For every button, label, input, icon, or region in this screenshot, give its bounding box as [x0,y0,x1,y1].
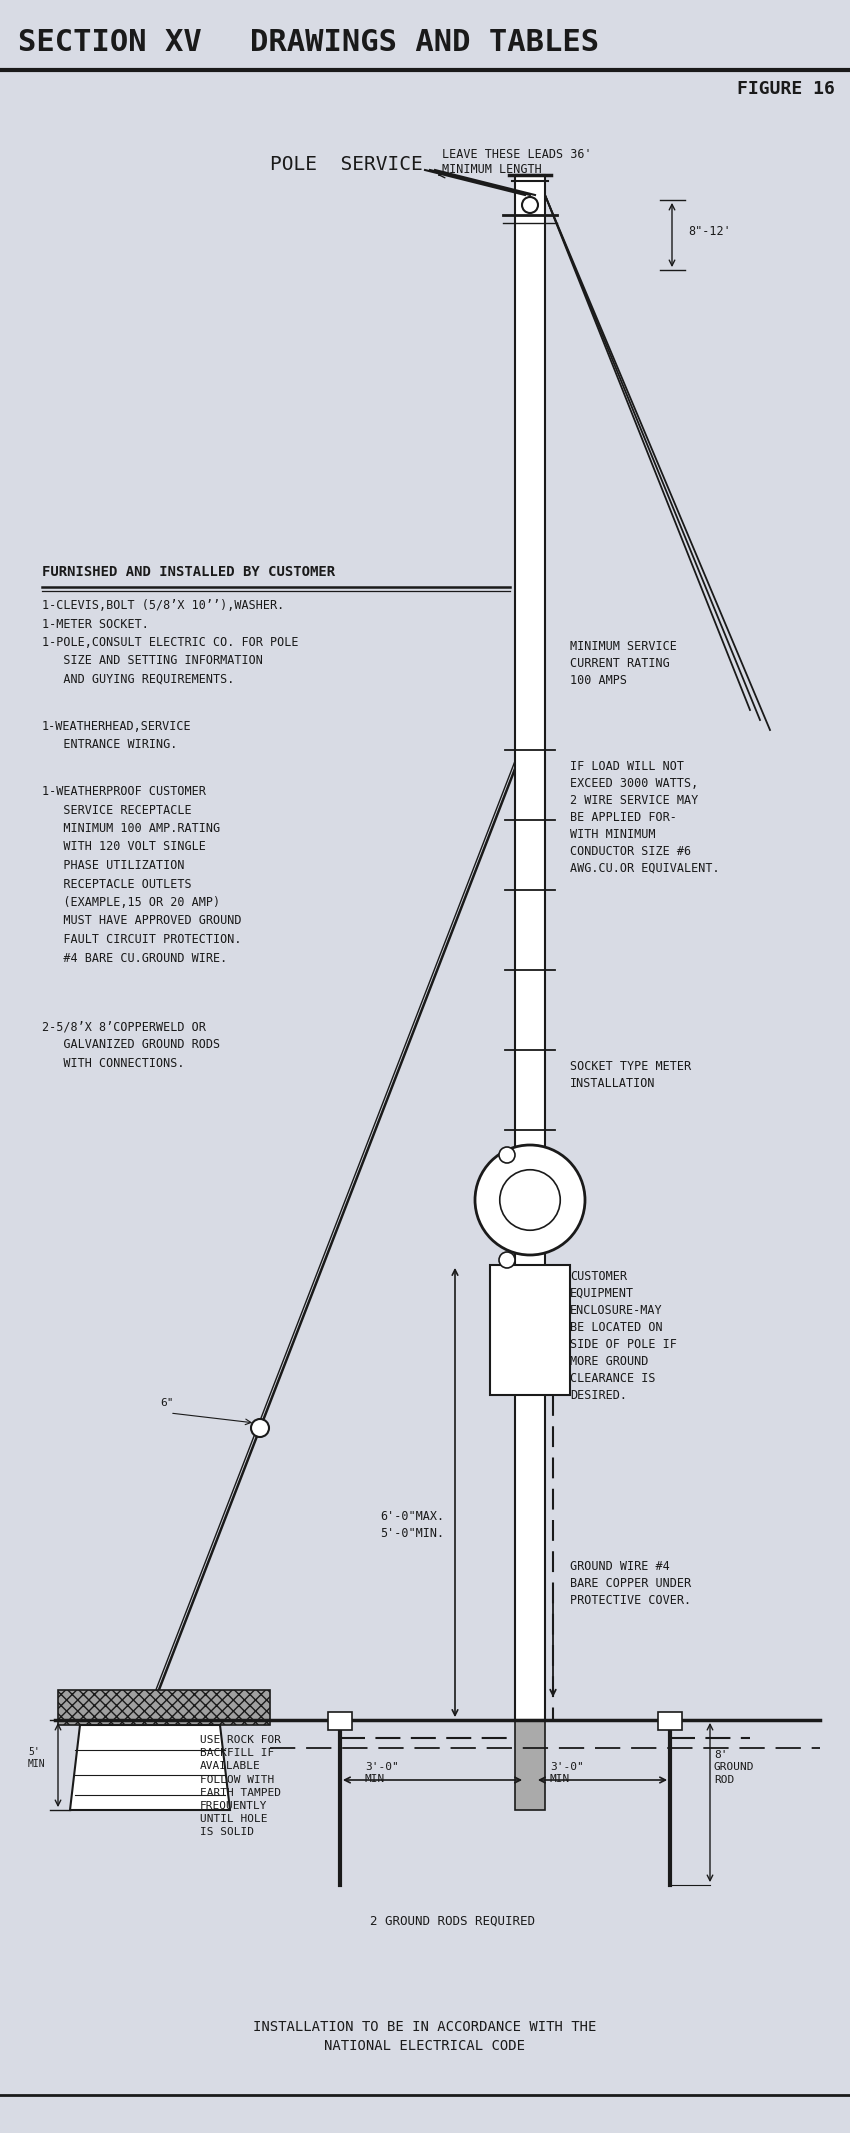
Bar [515,175,545,1719]
Text: 3'-0"
MIN: 3'-0" MIN [365,1762,399,1785]
Text: 3'-0"
MIN: 3'-0" MIN [550,1762,584,1785]
Circle shape [499,1252,515,1267]
Text: 8'
GROUND
ROD: 8' GROUND ROD [714,1749,755,1785]
Bar [328,1713,352,1730]
Text: IF LOAD WILL NOT
EXCEED 3000 WATTS,
2 WIRE SERVICE MAY
BE APPLIED FOR-
WITH MINI: IF LOAD WILL NOT EXCEED 3000 WATTS, 2 WI… [570,759,720,875]
Text: LEAVE THESE LEADS 36': LEAVE THESE LEADS 36' [442,147,592,160]
Bar [490,1265,570,1395]
Text: FURNISHED AND INSTALLED BY CUSTOMER: FURNISHED AND INSTALLED BY CUSTOMER [42,565,335,578]
Text: 6": 6" [160,1397,173,1408]
Text: 8"-12': 8"-12' [688,224,731,239]
Text: FIGURE 16: FIGURE 16 [737,81,835,98]
Text: 1-WEATHERHEAD,SERVICE
   ENTRANCE WIRING.: 1-WEATHERHEAD,SERVICE ENTRANCE WIRING. [42,721,191,751]
Text: SOCKET TYPE METER
INSTALLATION: SOCKET TYPE METER INSTALLATION [570,1060,691,1090]
Text: 1-CLEVIS,BOLT (5/8’X 10’’),WASHER.
1-METER SOCKET.
1-POLE,CONSULT ELECTRIC CO. F: 1-CLEVIS,BOLT (5/8’X 10’’),WASHER. 1-MET… [42,599,298,687]
Bar [658,1713,682,1730]
Text: DRAWINGS AND TABLES: DRAWINGS AND TABLES [251,28,599,58]
Text: 5'
MIN: 5' MIN [28,1747,46,1768]
Text: POLE  SERVICE: POLE SERVICE [270,156,422,175]
Circle shape [475,1145,585,1254]
Circle shape [499,1148,515,1162]
Bar [515,1719,545,1811]
Text: MINIMUM SERVICE
CURRENT RATING
100 AMPS: MINIMUM SERVICE CURRENT RATING 100 AMPS [570,640,677,687]
Text: GROUND WIRE #4
BARE COPPER UNDER
PROTECTIVE COVER.: GROUND WIRE #4 BARE COPPER UNDER PROTECT… [570,1559,691,1606]
Circle shape [251,1418,269,1438]
Text: 2 GROUND RODS REQUIRED: 2 GROUND RODS REQUIRED [370,1915,535,1928]
Text: 2-5/8’X 8’COPPERWELD OR
   GALVANIZED GROUND RODS
   WITH CONNECTIONS.: 2-5/8’X 8’COPPERWELD OR GALVANIZED GROUN… [42,1020,220,1071]
Text: SECTION XV: SECTION XV [18,28,201,58]
Bar [58,1689,270,1726]
Text: CUSTOMER
EQUIPMENT
ENCLOSURE-MAY
BE LOCATED ON
SIDE OF POLE IF
MORE GROUND
CLEAR: CUSTOMER EQUIPMENT ENCLOSURE-MAY BE LOCA… [570,1269,677,1401]
Polygon shape [70,1726,230,1811]
Text: MINIMUM LENGTH: MINIMUM LENGTH [442,162,541,177]
Text: USE ROCK FOR
BACKFILL IF
AVAILABLE
FOLLOW WITH
EARTH TAMPED
FREQUENTLY
UNTIL HOL: USE ROCK FOR BACKFILL IF AVAILABLE FOLLO… [200,1734,281,1837]
Circle shape [522,196,538,213]
Text: INSTALLATION TO BE IN ACCORDANCE WITH THE
NATIONAL ELECTRICAL CODE: INSTALLATION TO BE IN ACCORDANCE WITH TH… [253,2020,597,2054]
Text: 1-WEATHERPROOF CUSTOMER
   SERVICE RECEPTACLE
   MINIMUM 100 AMP.RATING
   WITH : 1-WEATHERPROOF CUSTOMER SERVICE RECEPTAC… [42,785,241,964]
Circle shape [500,1169,560,1231]
Text: 6'-0"MAX.
5'-0"MIN.: 6'-0"MAX. 5'-0"MIN. [380,1510,444,1540]
